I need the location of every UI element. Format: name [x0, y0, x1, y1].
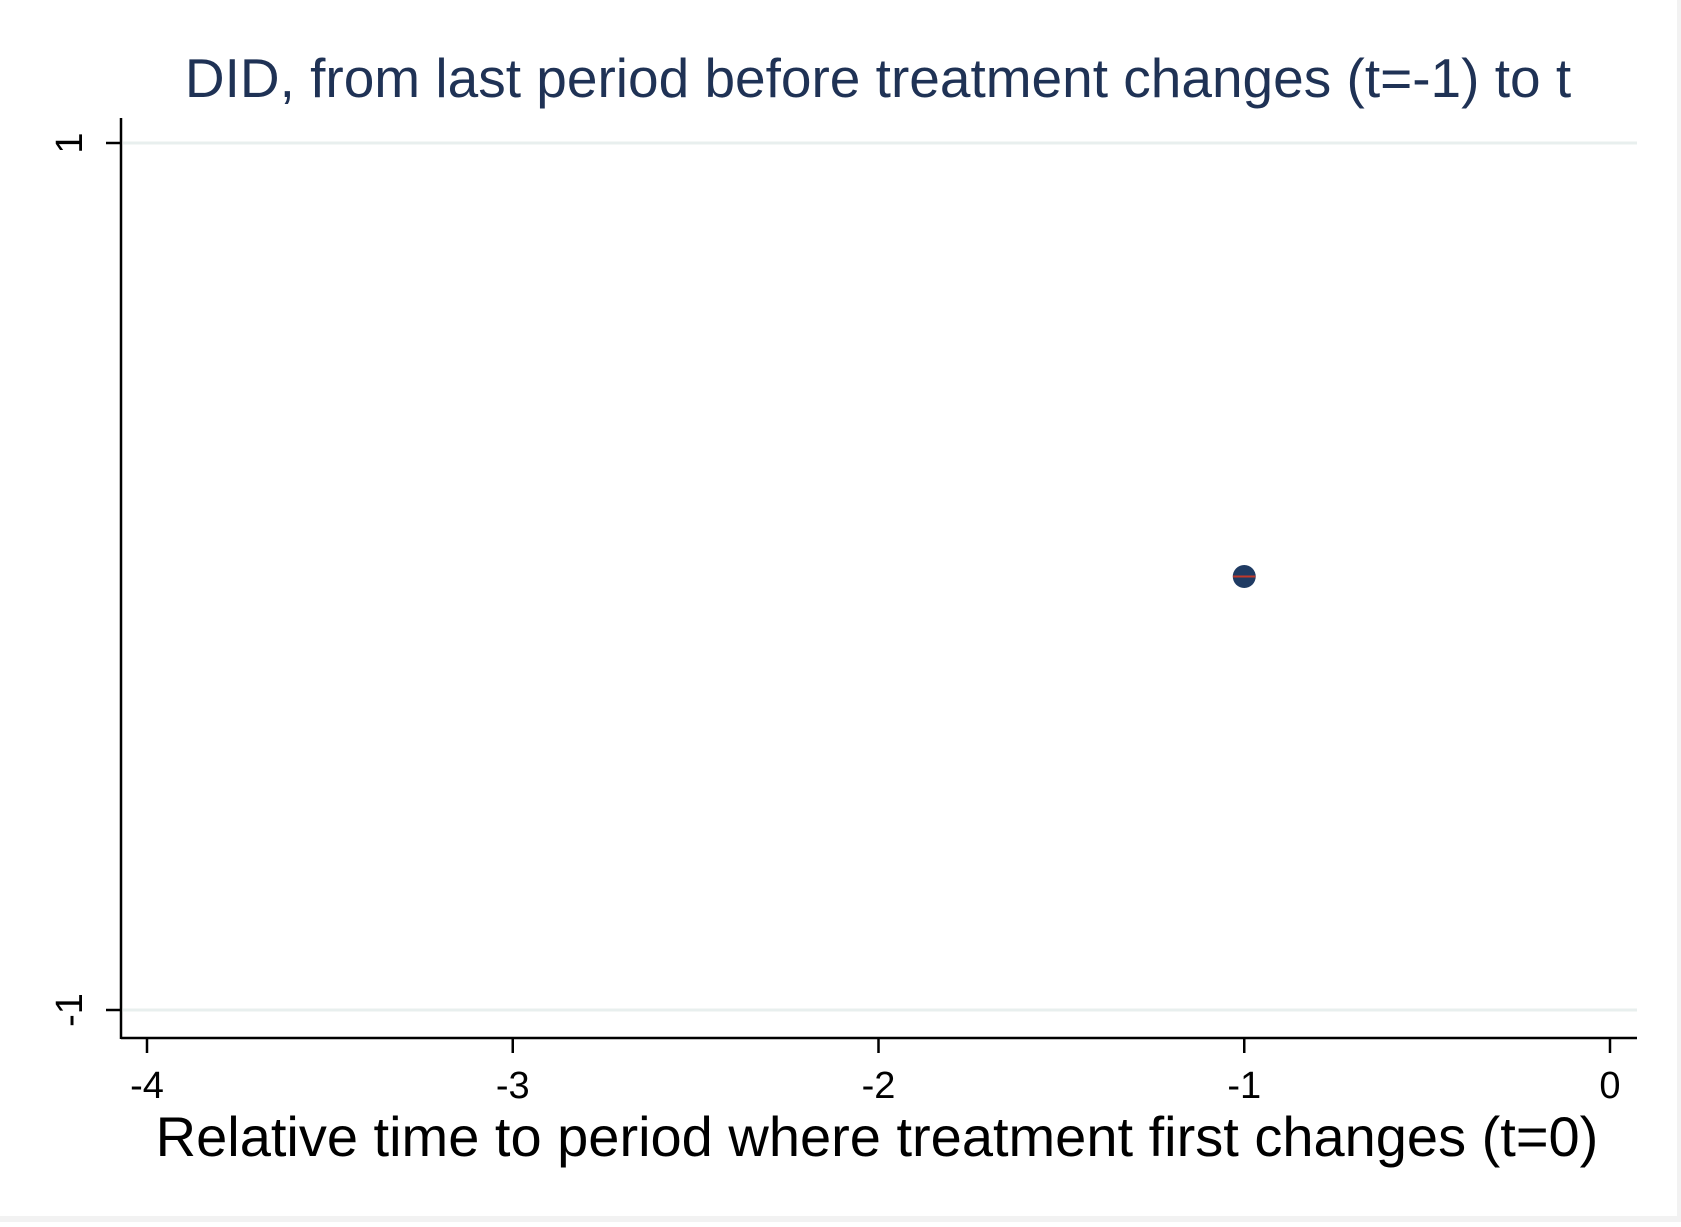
x-tick-label: 0 — [1599, 1065, 1620, 1107]
chart-title: DID, from last period before treatment c… — [185, 47, 1571, 109]
x-tick-label: -4 — [130, 1065, 164, 1107]
footer-band — [0, 1216, 1681, 1222]
x-axis-label: Relative time to period where treatment … — [156, 1105, 1599, 1168]
x-tick-label: -3 — [496, 1065, 530, 1107]
y-tick-label: -1 — [49, 993, 91, 1027]
x-axis-ticks: -4 -3 -2 -1 0 — [130, 1038, 1621, 1107]
y-axis-ticks: 1 -1 — [49, 132, 121, 1027]
right-edge-line — [1677, 0, 1681, 1222]
data-marks — [1232, 565, 1256, 588]
x-tick-label: -2 — [862, 1065, 896, 1107]
y-tick-label: 1 — [49, 132, 91, 153]
grid-lines — [123, 141, 1637, 1012]
x-tick-label: -1 — [1227, 1065, 1261, 1107]
